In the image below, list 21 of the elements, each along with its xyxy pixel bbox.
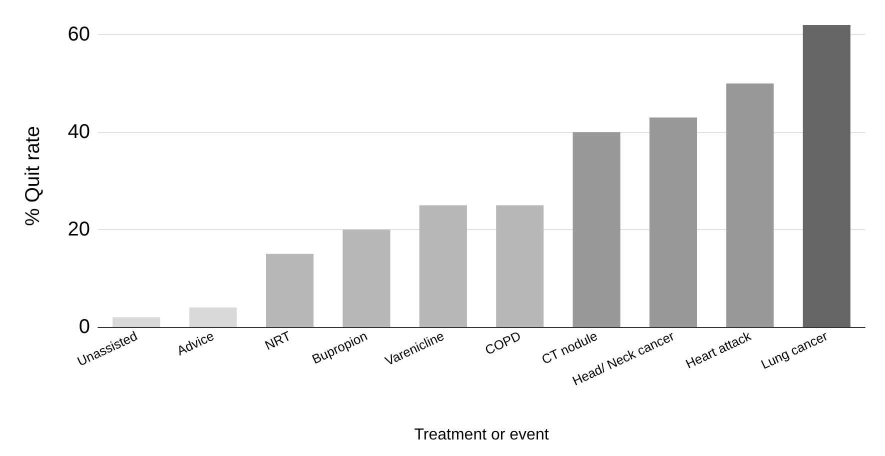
x-tick-label: COPD — [482, 328, 524, 358]
y-tick-label: 40 — [68, 121, 90, 144]
x-axis-title: Treatment or event — [414, 426, 550, 444]
bar — [419, 205, 467, 327]
bar — [342, 230, 390, 327]
bar — [802, 25, 850, 327]
x-tick-label: NRT — [262, 328, 293, 353]
bar — [189, 308, 237, 327]
y-tick-label: 20 — [68, 218, 90, 241]
bar — [726, 83, 774, 327]
x-tick-label: Heart attack — [683, 328, 754, 372]
bar — [496, 205, 544, 327]
y-tick-label: 0 — [78, 316, 90, 338]
y-axis-title: % Quit rate — [22, 126, 44, 226]
x-tick-label: Advice — [174, 328, 216, 358]
bar — [649, 118, 698, 327]
bar — [266, 254, 314, 327]
bar — [572, 132, 620, 327]
bar — [112, 317, 160, 327]
x-tick-label: Lung cancer — [758, 328, 830, 372]
y-tick-label: 60 — [68, 24, 90, 46]
